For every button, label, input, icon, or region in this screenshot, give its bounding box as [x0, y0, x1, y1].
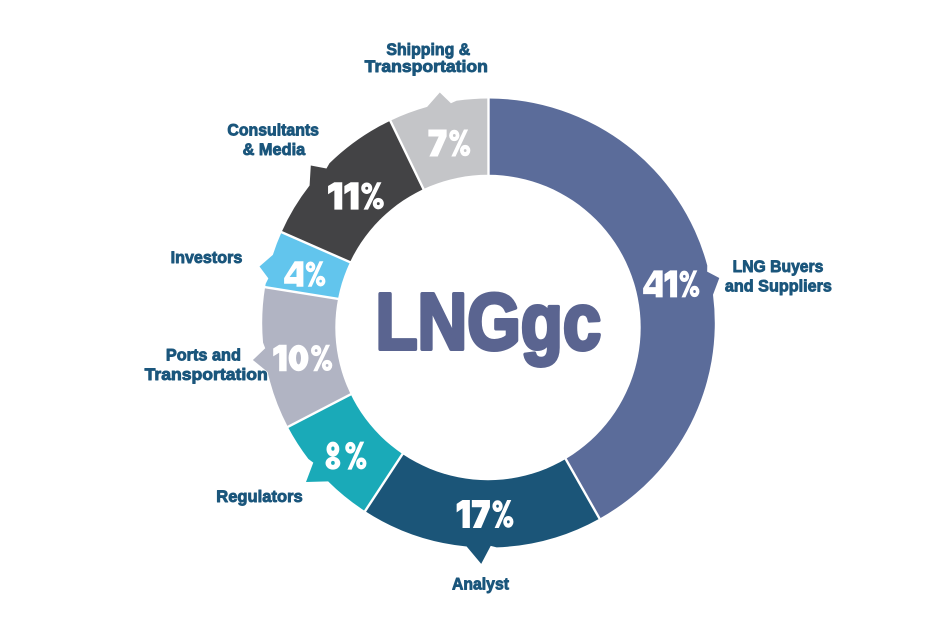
svg-text:& Media: & Media: [243, 140, 306, 159]
svg-text:Transportation: Transportation: [365, 57, 488, 76]
svg-text:Transportation: Transportation: [145, 365, 268, 384]
svg-text:and Suppliers: and Suppliers: [725, 276, 832, 295]
svg-text:Analyst: Analyst: [452, 575, 509, 594]
svg-text:LNGgc: LNGgc: [375, 277, 601, 366]
svg-text:Ports and: Ports and: [166, 345, 241, 364]
svg-text:Shipping &: Shipping &: [386, 40, 470, 59]
svg-text:Investors: Investors: [171, 248, 243, 267]
svg-text:Regulators: Regulators: [216, 487, 303, 506]
svg-text:Consultants: Consultants: [227, 120, 319, 139]
svg-text:LNG Buyers: LNG Buyers: [733, 257, 824, 276]
